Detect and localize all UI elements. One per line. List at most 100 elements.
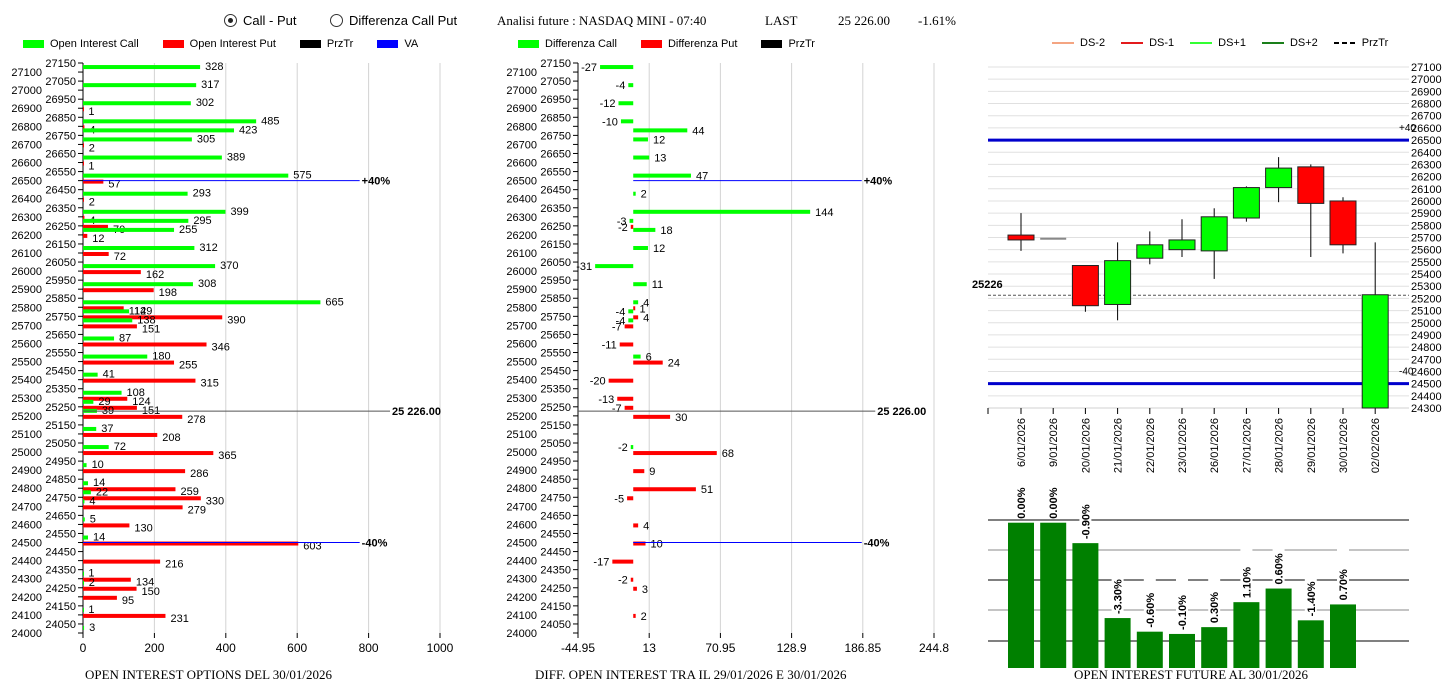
bar-put (83, 315, 223, 320)
bar-call-label: 108 (127, 387, 145, 399)
future-bar-label-bg (1111, 562, 1124, 615)
bar-call-label: 1 (88, 604, 94, 616)
y-tick-label-minor: 26850 (45, 112, 76, 124)
bar-put (83, 586, 137, 591)
future-bar (1136, 631, 1163, 668)
y-tick-label-minor: 26350 (540, 203, 571, 215)
bar-diff-put-label: 1 (639, 303, 645, 315)
y-tick-label-minor: 24650 (45, 510, 76, 522)
y-tick-label-major: 24800 (506, 483, 537, 495)
bar-diff-put (633, 523, 639, 528)
bar-call (83, 83, 197, 88)
y-tick-label-minor: 24350 (45, 565, 76, 577)
y-tick-label: 26500 (1411, 135, 1442, 147)
x-tick-label: 186.85 (844, 641, 881, 655)
bar-diff-put (624, 405, 634, 410)
y-tick-label-minor: 25350 (45, 384, 76, 396)
y-tick-label-major: 24900 (11, 465, 42, 477)
y-tick-label-major: 26000 (11, 266, 42, 278)
bar-put (83, 161, 84, 166)
bar-diff-call-label: 47 (696, 171, 708, 183)
bar-diff-put (633, 586, 637, 591)
bar-call-label: 399 (230, 206, 248, 218)
bar-put (83, 613, 166, 618)
bar-put (83, 360, 175, 365)
y-tick-label: 24800 (1411, 342, 1442, 354)
x-tick-label: 200 (144, 641, 164, 655)
y-tick-label-major: 26700 (506, 139, 537, 151)
bar-call (83, 626, 85, 630)
y-tick-label-minor: 24750 (45, 492, 76, 504)
y-tick-label-major: 24600 (506, 519, 537, 531)
bar-diff-put-label: 10 (651, 539, 663, 551)
bar-diff-put (617, 396, 634, 401)
level-label: 25 226.00 (877, 406, 926, 418)
bar-call (83, 246, 195, 250)
bar-call (83, 580, 84, 585)
y-tick-label-minor: 24850 (45, 474, 76, 486)
y-tick-label-major: 24700 (11, 501, 42, 513)
y-tick-label-major: 24700 (506, 501, 537, 513)
y-tick-label-major: 25300 (506, 393, 537, 405)
future-bar-label-bg (1047, 466, 1060, 519)
y-tick-label-major: 24300 (506, 574, 537, 586)
bar-diff-put-label: -13 (598, 394, 614, 406)
bar-call-label: 485 (261, 115, 279, 127)
radio-differenza-call-put[interactable]: Differenza Call Put (330, 13, 457, 28)
y-tick-label-major: 26500 (506, 176, 537, 188)
y-tick-label-major: 26000 (506, 266, 537, 278)
bar-put-label: 279 (188, 504, 206, 516)
y-tick-label-minor: 25850 (540, 293, 571, 305)
future-bar (1297, 620, 1324, 668)
x-tick-label: 23/01/2026 (1177, 418, 1189, 473)
y-tick-label-major: 26800 (11, 121, 42, 133)
bar-diff-put (619, 342, 634, 347)
x-tick-label: 600 (287, 641, 307, 655)
radio-call-put[interactable]: Call - Put (224, 13, 296, 28)
bar-diff-put-label: -11 (602, 339, 617, 351)
future-bar-label-bg (1240, 546, 1253, 599)
bar-put-label: 216 (165, 559, 183, 571)
bar-diff-call (628, 318, 634, 323)
y-tick-label-minor: 26550 (540, 167, 571, 179)
candle-body-up (1232, 187, 1260, 219)
bar-call-label: 308 (198, 278, 216, 290)
legend-item-ds-1: DS-1 (1121, 37, 1174, 49)
bar-put (83, 270, 141, 275)
future-bar-label: 0.30% (1209, 592, 1221, 623)
bar-put (83, 595, 117, 600)
x-tick-label: 27/01/2026 (1241, 418, 1253, 473)
bar-put (83, 107, 84, 112)
bar-put-label: 162 (146, 269, 164, 281)
y-tick-label-major: 26900 (11, 103, 42, 115)
bar-diff-put (633, 306, 636, 311)
bar-call (83, 571, 84, 576)
y-tick-label-major: 24500 (11, 538, 42, 550)
bar-put (83, 215, 85, 220)
bar-diff-put (627, 496, 634, 501)
bar-call-label: 389 (227, 152, 245, 164)
bar-call-label: 180 (152, 351, 170, 363)
bar-call-label: 302 (196, 97, 214, 109)
future-bar-label: 0.60% (1274, 553, 1286, 584)
bar-put-label: 259 (180, 486, 198, 498)
y-tick-label-minor: 25550 (540, 348, 571, 360)
legend-oi-options: Open Interest Call Open Interest Put Prz… (23, 38, 442, 50)
bar-diff-put (633, 315, 639, 320)
bar-diff-call-label: 11 (652, 279, 663, 291)
bar-call (83, 372, 98, 377)
candle-body-up (1136, 244, 1164, 259)
bar-put (83, 577, 131, 582)
x-tick-label: 21/01/2026 (1113, 418, 1125, 473)
bar-call-label: 295 (193, 215, 211, 227)
y-tick-label-minor: 27050 (45, 76, 76, 88)
bar-put (83, 487, 176, 492)
bar-diff-call (628, 83, 634, 88)
future-bar-label: 1.10% (1241, 567, 1253, 598)
bar-diff-put-label: 4 (643, 312, 649, 324)
bar-diff-put-label: 51 (701, 484, 713, 496)
bar-put-label: 286 (190, 468, 208, 480)
bar-diff-call (633, 209, 811, 214)
bar-call-label: 138 (137, 314, 155, 326)
bar-put-label: 134 (136, 577, 154, 589)
